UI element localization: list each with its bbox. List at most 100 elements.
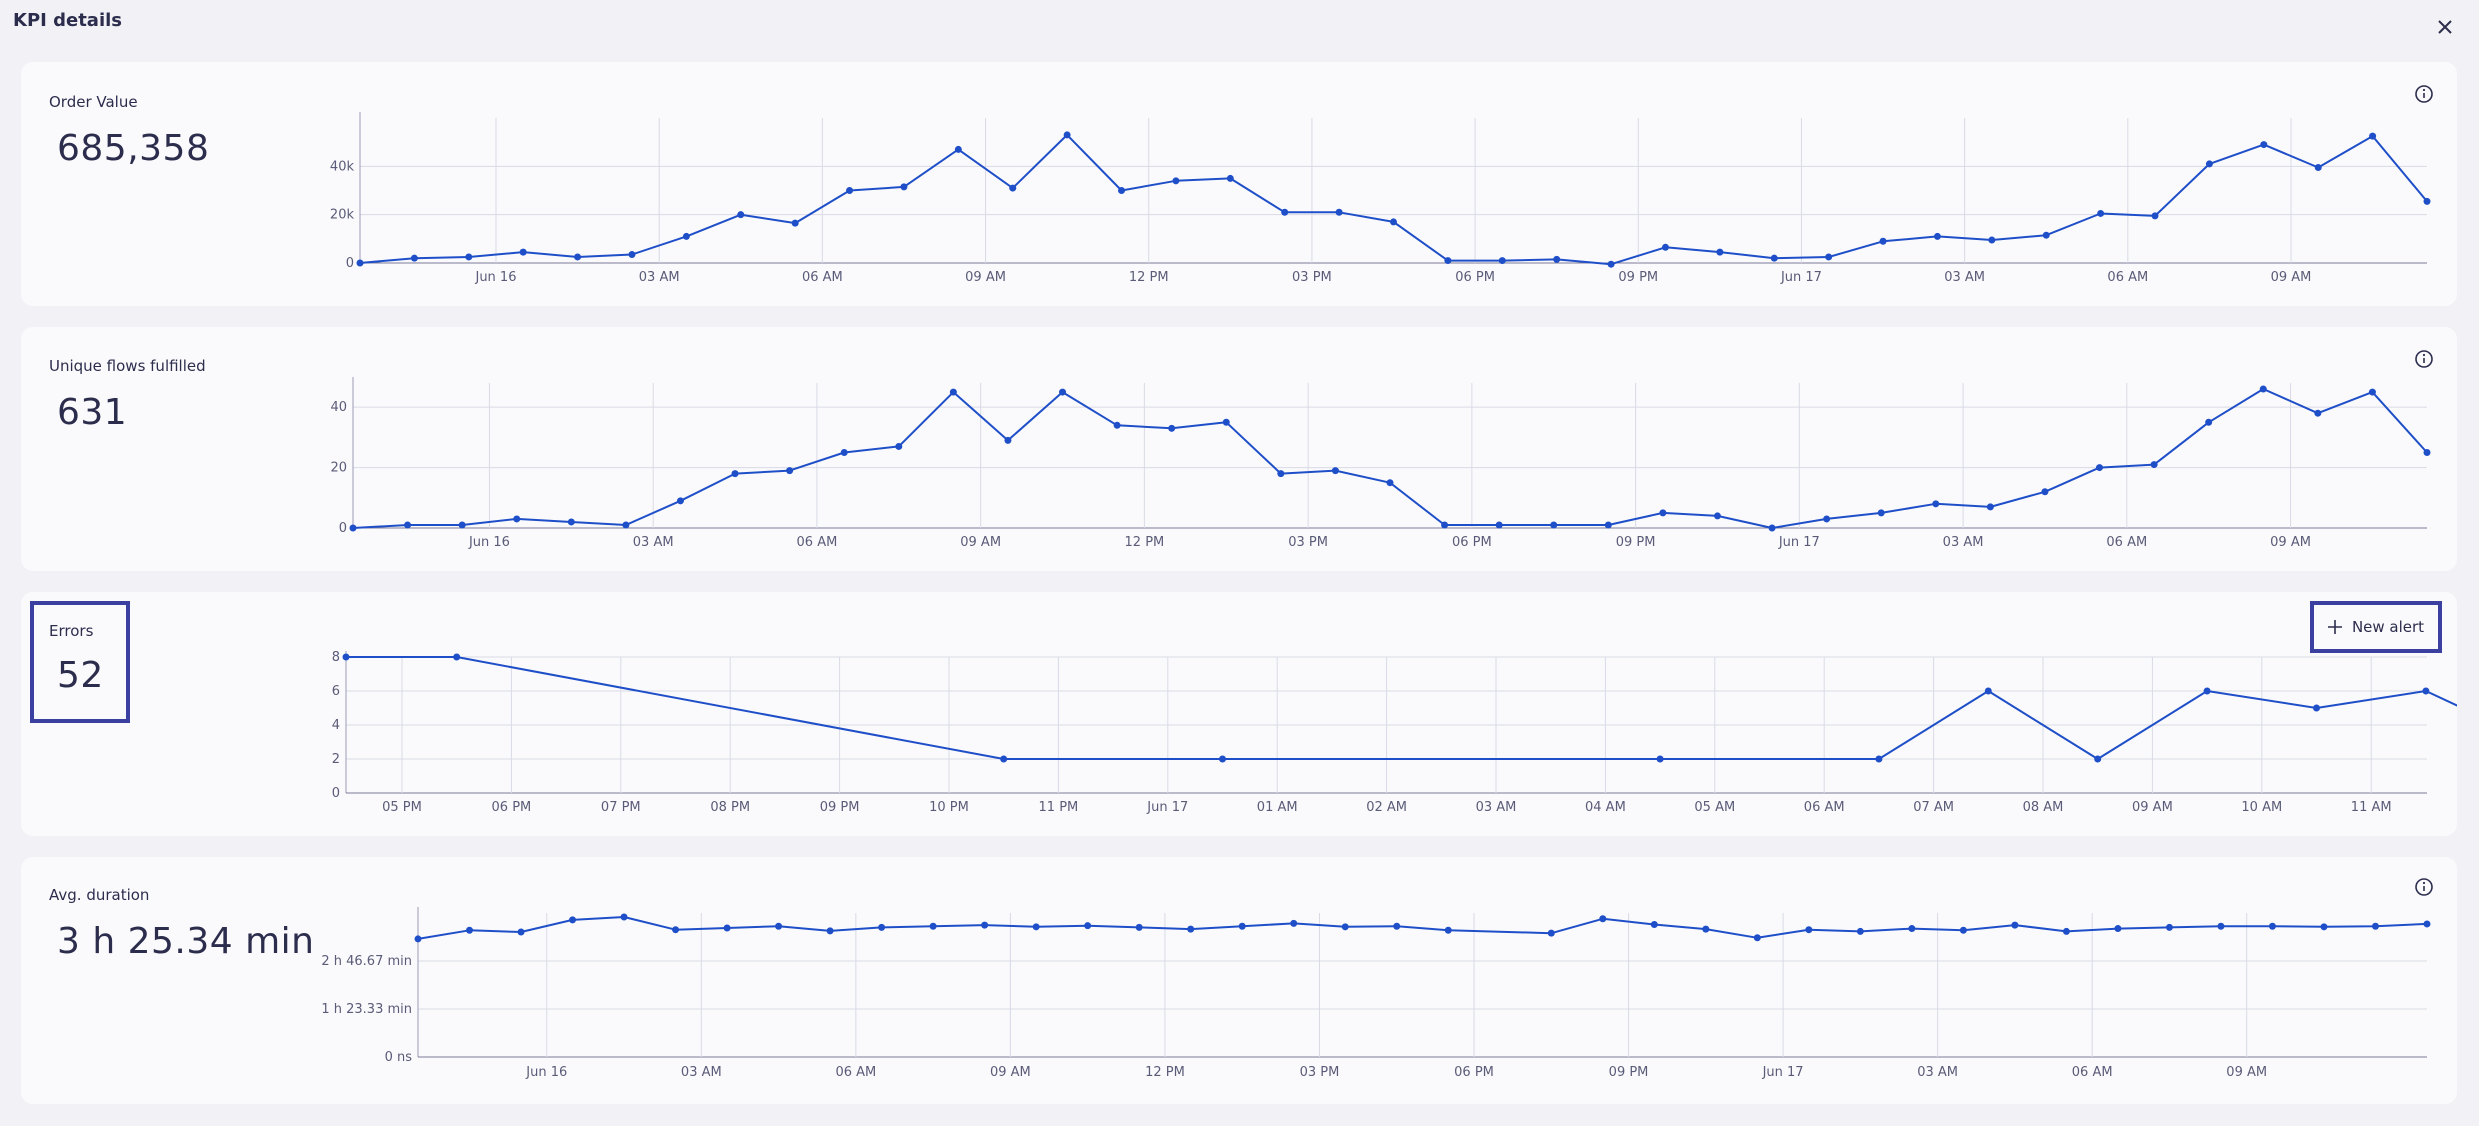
data-point bbox=[1879, 237, 1887, 245]
x-tick-label: 09 PM bbox=[1618, 270, 1658, 285]
new-alert-button[interactable]: New alert bbox=[2310, 601, 2442, 653]
kpi-value: 52 bbox=[57, 655, 104, 696]
data-point bbox=[846, 187, 854, 194]
x-tick-label: 08 AM bbox=[2023, 800, 2064, 815]
data-point bbox=[1495, 521, 1503, 529]
x-tick-label: 09 AM bbox=[2270, 535, 2311, 550]
x-tick-label: 05 PM bbox=[382, 800, 422, 815]
data-point bbox=[786, 467, 794, 475]
new-alert-label: New alert bbox=[2351, 618, 2425, 636]
data-point bbox=[1753, 934, 1761, 942]
close-icon bbox=[2438, 20, 2452, 34]
data-point bbox=[1009, 184, 1017, 192]
page-title: KPI details bbox=[13, 10, 123, 31]
data-point bbox=[981, 921, 989, 929]
data-point bbox=[676, 497, 684, 505]
data-point bbox=[414, 935, 422, 943]
y-tick-label: 0 bbox=[332, 786, 340, 801]
data-point bbox=[2041, 488, 2049, 496]
data-point bbox=[949, 388, 957, 396]
close-button[interactable] bbox=[2434, 16, 2456, 38]
x-tick-label: 09 PM bbox=[1609, 1065, 1649, 1080]
data-point bbox=[574, 253, 582, 261]
x-tick-label: 09 AM bbox=[965, 270, 1006, 285]
kpi-value: 631 bbox=[57, 392, 128, 433]
x-tick-label: 08 PM bbox=[710, 800, 750, 815]
y-tick-label: 0 ns bbox=[385, 1050, 413, 1065]
info-icon[interactable] bbox=[2414, 84, 2434, 104]
data-point bbox=[2205, 160, 2213, 168]
order-value-chart: 0 20k 40k Jun 16 03 AM 06 AM 09 AM 12 PM 03 PM 06… bbox=[330, 112, 2431, 285]
kpi-panel-unique-flows: Unique flows fulfilled 631 0 20 40 Jun 16 03… bbox=[21, 327, 2457, 571]
y-tick-label: 0 bbox=[346, 256, 354, 271]
info-icon[interactable] bbox=[2414, 877, 2434, 897]
errors-kpi-selection[interactable] bbox=[30, 601, 130, 723]
data-point bbox=[1059, 388, 1067, 396]
y-tick-label: 20 bbox=[330, 461, 347, 476]
data-point bbox=[1335, 208, 1343, 216]
data-point bbox=[2368, 388, 2376, 396]
data-point bbox=[453, 653, 461, 661]
x-tick-label: 03 AM bbox=[1943, 535, 1984, 550]
data-point bbox=[1444, 926, 1452, 934]
x-tick-label: 06 PM bbox=[1455, 270, 1495, 285]
data-point bbox=[840, 448, 848, 456]
x-tick-label: Jun 17 bbox=[1146, 800, 1188, 815]
x-tick-label: 02 AM bbox=[1366, 800, 1407, 815]
kpi-panel-errors: Errors 52 New alert 0 2 4 6 8 05 PM 06 PM 07 PM… bbox=[21, 592, 2457, 836]
x-tick-label: 07 AM bbox=[1913, 800, 1954, 815]
y-tick-label: 4 bbox=[332, 718, 340, 733]
x-tick-label: 09 AM bbox=[960, 535, 1001, 550]
data-point bbox=[1444, 257, 1452, 265]
kpi-label: Order Value bbox=[49, 93, 138, 111]
x-tick-label: Jun 17 bbox=[1762, 1065, 1804, 1080]
data-point bbox=[1875, 755, 1883, 763]
data-point bbox=[672, 926, 680, 934]
data-point bbox=[1226, 174, 1234, 182]
data-point bbox=[1770, 254, 1778, 262]
data-point bbox=[2114, 925, 2122, 933]
x-tick-label: 03 AM bbox=[1944, 270, 1985, 285]
x-tick-label: 07 PM bbox=[601, 800, 641, 815]
x-tick-label: 06 AM bbox=[797, 535, 838, 550]
data-point bbox=[2165, 923, 2173, 931]
data-point bbox=[1118, 187, 1126, 194]
data-point bbox=[682, 232, 690, 240]
data-point bbox=[2320, 923, 2328, 931]
data-point bbox=[1650, 921, 1658, 929]
data-point bbox=[2369, 132, 2377, 140]
data-point bbox=[1277, 470, 1285, 478]
data-point bbox=[1386, 479, 1394, 487]
data-point bbox=[1084, 922, 1092, 930]
data-point bbox=[1805, 926, 1813, 934]
data-point bbox=[2422, 687, 2430, 695]
data-point bbox=[1823, 515, 1831, 523]
y-tick-label: 2 bbox=[332, 752, 340, 767]
data-point bbox=[1599, 915, 1607, 923]
data-point bbox=[2094, 755, 2102, 763]
data-point bbox=[1172, 177, 1180, 185]
data-point bbox=[1607, 260, 1615, 268]
data-point bbox=[349, 524, 357, 532]
data-point bbox=[1290, 919, 1298, 927]
data-point bbox=[458, 521, 466, 529]
data-point bbox=[1768, 524, 1776, 532]
x-tick-label: 03 AM bbox=[633, 535, 674, 550]
data-point bbox=[519, 248, 527, 256]
info-icon[interactable] bbox=[2414, 349, 2434, 369]
data-point bbox=[1986, 503, 1994, 511]
kpi-label: Errors bbox=[49, 622, 94, 640]
data-point bbox=[731, 470, 739, 478]
data-point bbox=[2423, 197, 2431, 205]
unique-flows-chart: 0 20 40 Jun 16 03 AM 06 AM 09 AM 12 PM 03 PM 06 P… bbox=[330, 377, 2431, 550]
data-point bbox=[1547, 929, 1555, 937]
data-point bbox=[1000, 755, 1008, 763]
data-point bbox=[723, 924, 731, 932]
data-point bbox=[2062, 927, 2070, 935]
x-tick-label: 03 PM bbox=[1288, 535, 1328, 550]
data-point bbox=[1856, 927, 1864, 935]
series-line bbox=[417, 916, 2428, 940]
data-point bbox=[2371, 922, 2379, 930]
x-tick-label: 06 PM bbox=[1452, 535, 1492, 550]
x-tick-label: 03 PM bbox=[1300, 1065, 1340, 1080]
